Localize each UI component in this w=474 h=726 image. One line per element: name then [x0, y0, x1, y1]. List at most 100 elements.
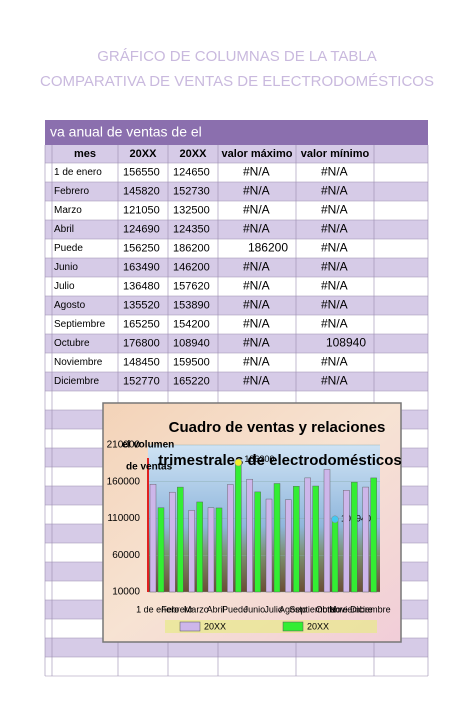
table-cell: #N/A [243, 260, 270, 274]
column-header: 20XX [180, 148, 208, 160]
table-cell: Abril [54, 224, 74, 235]
bar [370, 477, 377, 593]
y-tick-label: 10000 [112, 587, 140, 598]
bar [265, 498, 273, 593]
table-cell: #N/A [243, 184, 270, 198]
bar [285, 499, 292, 593]
column-header: valor mínimo [301, 148, 370, 160]
y-tick-label: 110000 [107, 513, 140, 524]
table-cell: Agosto [54, 300, 86, 311]
sheet-row [45, 239, 428, 258]
table-cell: Julio [54, 281, 75, 292]
x-tick-label: Septiembre [289, 604, 335, 614]
table-cell: 121050 [123, 204, 160, 216]
table-cell: 152770 [123, 375, 160, 387]
table-cell: Marzo [54, 205, 82, 216]
table-cell: Junio [54, 262, 78, 273]
bar [323, 469, 331, 593]
sheet-banner [45, 120, 428, 145]
table-cell: 108940 [326, 336, 366, 350]
bar [254, 491, 261, 593]
y-axis-label: de ventas [126, 462, 173, 473]
table-cell: #N/A [321, 184, 348, 198]
table-cell: 156250 [123, 242, 160, 254]
bar [227, 484, 234, 593]
x-tick-label: Abril [207, 604, 225, 614]
sheet-row [45, 657, 428, 676]
sheet-row [45, 258, 428, 277]
table-cell: #N/A [321, 222, 348, 236]
x-tick-label: Agosto [279, 604, 307, 614]
bar [235, 462, 242, 593]
table-cell: Noviembre [54, 357, 103, 368]
y-axis-label: el volumen [122, 440, 174, 451]
table-cell: 1 de enero [54, 167, 102, 178]
table-cell: #N/A [243, 317, 270, 331]
table-cell: #N/A [243, 298, 270, 312]
legend-swatch [282, 621, 304, 632]
x-tick-label: Noviembre [329, 604, 373, 614]
bar [149, 484, 157, 593]
table-cell: 157620 [173, 280, 210, 292]
legend-swatch [179, 621, 201, 632]
bar [331, 519, 339, 593]
bar [207, 507, 215, 593]
x-tick-label: Octubre [316, 604, 348, 614]
table-cell: #N/A [243, 279, 270, 293]
x-tick-label: Marzo [184, 604, 209, 614]
sheet-row [45, 334, 428, 353]
table-cell: #N/A [321, 298, 348, 312]
table-cell: 156550 [123, 166, 160, 178]
table-cell: 186200 [248, 241, 288, 255]
bar [362, 486, 369, 593]
bar [177, 486, 184, 593]
bar [188, 510, 195, 593]
table-cell: 124350 [173, 223, 210, 235]
table-cell: 145820 [123, 185, 160, 197]
column-header: 20XX [130, 148, 158, 160]
legend-label: 20XX [204, 621, 226, 631]
bar [293, 486, 300, 593]
table-cell: 136480 [123, 280, 160, 292]
x-tick-label: Febrero [161, 604, 193, 614]
table-cell: Febrero [54, 186, 89, 197]
sheet-row [45, 163, 428, 182]
page-title: COMPARATIVA DE VENTAS DE ELECTRODOMÉSTIC… [40, 73, 434, 90]
table-cell: 165220 [173, 375, 210, 387]
marker-label: 186200 [244, 454, 274, 464]
table-cell: #N/A [243, 374, 270, 388]
y-tick-label: 60000 [112, 550, 140, 561]
table-cell: #N/A [321, 317, 348, 331]
bar [304, 477, 311, 593]
table-cell: Octubre [54, 338, 90, 349]
bar [312, 485, 319, 593]
table-cell: #N/A [321, 241, 348, 255]
table-cell: 152730 [173, 185, 210, 197]
table-cell: #N/A [243, 355, 270, 369]
sheet-row [45, 315, 428, 334]
y-tick-label: 160000 [107, 476, 141, 487]
table-cell: 132500 [173, 204, 210, 216]
table-cell: 159500 [173, 356, 210, 368]
legend-label: 20XX [307, 621, 329, 631]
bar [351, 481, 358, 593]
bar [196, 501, 203, 593]
sheet-row [45, 296, 428, 315]
table-cell: #N/A [321, 165, 348, 179]
page-title: GRÁFICO DE COLUMNAS DE LA TABLA [97, 48, 377, 65]
table-cell: #N/A [321, 203, 348, 217]
table-cell: 154200 [173, 318, 210, 330]
sheet-row [45, 201, 428, 220]
table-cell: #N/A [321, 260, 348, 274]
table-cell: 124690 [123, 223, 160, 235]
sheet-row [45, 372, 428, 391]
sheet-banner-text: va anual de ventas de el [50, 124, 202, 140]
table-cell: 146200 [173, 261, 210, 273]
bar [157, 507, 165, 593]
x-tick-label: Puede [222, 604, 248, 614]
column-header: valor máximo [222, 148, 293, 160]
table-cell: 108940 [173, 337, 210, 349]
table-cell: #N/A [321, 374, 348, 388]
